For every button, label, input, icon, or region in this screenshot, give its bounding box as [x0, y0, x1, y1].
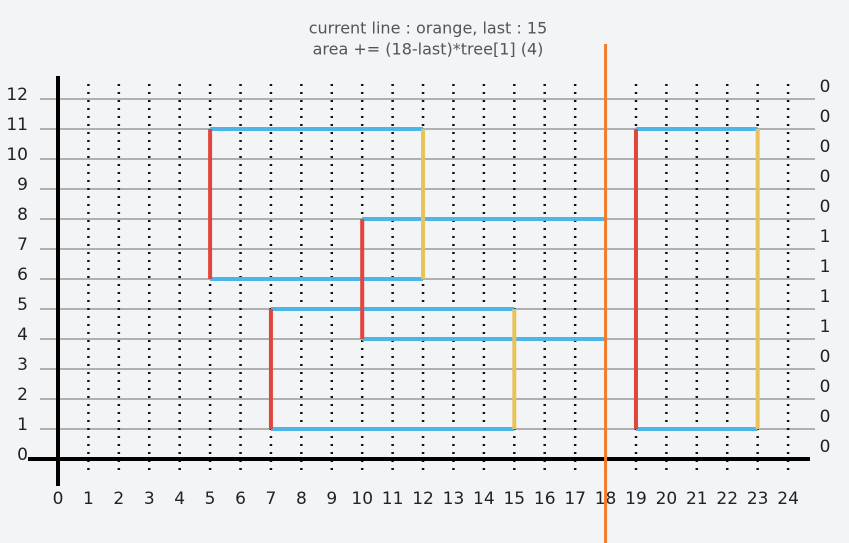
x-label: 8 — [296, 489, 307, 509]
x-label: 2 — [113, 489, 124, 509]
y-label: 6 — [17, 265, 28, 285]
tree-value: 0 — [820, 377, 831, 397]
tree-value: 0 — [820, 77, 831, 97]
y-label: 1 — [17, 415, 28, 435]
y-label: 11 — [6, 115, 28, 135]
x-label: 16 — [534, 489, 556, 509]
title-line: current line : orange, last : 15 — [309, 19, 548, 38]
tree-value: 0 — [820, 167, 831, 187]
y-label: 0 — [17, 445, 28, 465]
tree-value: 1 — [820, 287, 831, 307]
tree-value: 0 — [820, 347, 831, 367]
x-label: 23 — [747, 489, 769, 509]
x-label: 20 — [656, 489, 678, 509]
x-label: 24 — [777, 489, 799, 509]
y-label: 9 — [17, 175, 28, 195]
x-label: 17 — [564, 489, 586, 509]
y-label: 12 — [6, 85, 28, 105]
y-label: 4 — [17, 325, 28, 345]
tree-value: 0 — [820, 407, 831, 427]
tree-value: 1 — [820, 317, 831, 337]
x-label: 10 — [351, 489, 373, 509]
y-label: 3 — [17, 355, 28, 375]
x-label: 19 — [625, 489, 647, 509]
tree-value: 0 — [820, 197, 831, 217]
x-label: 12 — [412, 489, 434, 509]
y-label: 8 — [17, 205, 28, 225]
title-line: area += (18-last)*tree[1] (4) — [313, 40, 544, 59]
x-label: 9 — [326, 489, 337, 509]
x-label: 0 — [53, 489, 64, 509]
tree-value: 0 — [820, 137, 831, 157]
x-label: 7 — [266, 489, 277, 509]
x-label: 11 — [382, 489, 404, 509]
x-label: 3 — [144, 489, 155, 509]
x-label: 13 — [443, 489, 465, 509]
tree-value: 0 — [820, 107, 831, 127]
y-label: 2 — [17, 385, 28, 405]
tree-value: 1 — [820, 257, 831, 277]
x-label: 14 — [473, 489, 495, 509]
y-label: 7 — [17, 235, 28, 255]
y-label: 5 — [17, 295, 28, 315]
x-label: 22 — [716, 489, 738, 509]
x-label: 15 — [503, 489, 525, 509]
tree-value: 1 — [820, 227, 831, 247]
x-label: 4 — [174, 489, 185, 509]
y-label: 10 — [6, 145, 28, 165]
x-label: 21 — [686, 489, 708, 509]
x-label: 6 — [235, 489, 246, 509]
x-label: 5 — [205, 489, 216, 509]
x-label: 1 — [83, 489, 94, 509]
tree-value: 0 — [820, 437, 831, 457]
